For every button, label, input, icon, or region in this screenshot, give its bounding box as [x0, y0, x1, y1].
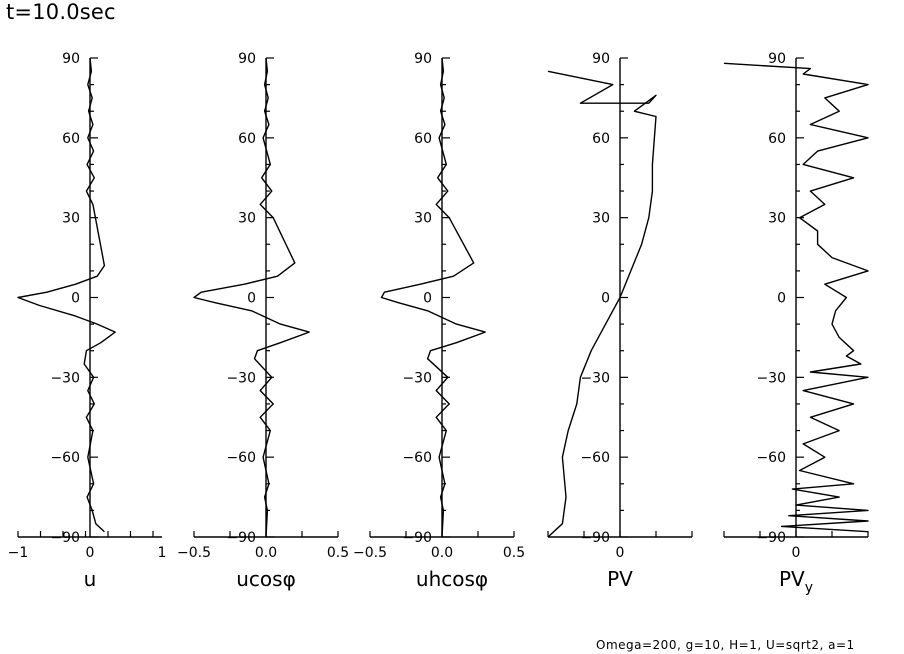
x-axis-label-3: PV	[607, 567, 633, 591]
y-tick-label: −30	[756, 370, 786, 386]
x-tick-label: −0.5	[353, 545, 387, 561]
y-tick-label: 60	[592, 131, 610, 147]
y-tick-label: 30	[592, 211, 610, 227]
y-tick-label: 90	[238, 51, 256, 67]
x-tick-label: 0	[616, 545, 625, 561]
y-tick-label: −90	[226, 530, 256, 546]
y-tick-label: −30	[50, 370, 80, 386]
y-tick-label: 30	[768, 211, 786, 227]
x-axis-label-0: u	[84, 567, 97, 591]
y-tick-label: −60	[50, 450, 80, 466]
x-tick-label: 0.0	[431, 545, 453, 561]
y-tick-label: −90	[402, 530, 432, 546]
y-tick-label: −90	[580, 530, 610, 546]
x-tick-label: 0.5	[503, 545, 525, 561]
y-tick-label: −60	[756, 450, 786, 466]
y-tick-label: 0	[423, 291, 432, 307]
y-tick-label: 0	[601, 291, 610, 307]
y-tick-label: 60	[62, 131, 80, 147]
y-tick-label: −60	[580, 450, 610, 466]
x-tick-label: 0.0	[255, 545, 277, 561]
y-tick-label: −90	[756, 530, 786, 546]
y-tick-label: 60	[414, 131, 432, 147]
y-tick-label: −60	[226, 450, 256, 466]
x-axis-label-1: ucosφ	[236, 567, 296, 591]
x-tick-label: 1	[158, 545, 167, 561]
x-tick-label: −0.5	[177, 545, 211, 561]
series-line-3-0	[547, 70, 657, 538]
series-line-1-0	[193, 57, 310, 538]
y-tick-label: −30	[580, 370, 610, 386]
y-tick-label: 0	[71, 291, 80, 307]
y-tick-label: −60	[402, 450, 432, 466]
series-line-0-0	[17, 57, 116, 533]
y-tick-label: 0	[777, 291, 786, 307]
x-axis-label-4: PVy	[779, 567, 813, 596]
y-tick-label: 60	[238, 131, 256, 147]
x-axis-label-2: uhcosφ	[416, 567, 488, 591]
x-tick-label: 0	[86, 545, 95, 561]
x-tick-label: 0	[792, 545, 801, 561]
y-tick-label: 30	[238, 211, 256, 227]
y-tick-label: 30	[62, 211, 80, 227]
y-tick-label: −90	[50, 530, 80, 546]
y-tick-label: 0	[247, 291, 256, 307]
y-tick-label: 90	[62, 51, 80, 67]
y-tick-label: −30	[402, 370, 432, 386]
time-label: t=10.0sec	[6, 0, 116, 24]
y-tick-label: −30	[226, 370, 256, 386]
series-line-2-0	[380, 57, 486, 538]
y-tick-label: 60	[768, 131, 786, 147]
y-tick-label: 90	[414, 51, 432, 67]
series-line-4-0	[723, 62, 869, 533]
parameters-label: Omega=200, g=10, H=1, U=sqrt2, a=1	[596, 638, 855, 652]
y-tick-label: 90	[592, 51, 610, 67]
y-tick-label: 30	[414, 211, 432, 227]
x-tick-label: −1	[8, 545, 29, 561]
x-tick-label: 0.5	[327, 545, 349, 561]
y-tick-label: 90	[768, 51, 786, 67]
